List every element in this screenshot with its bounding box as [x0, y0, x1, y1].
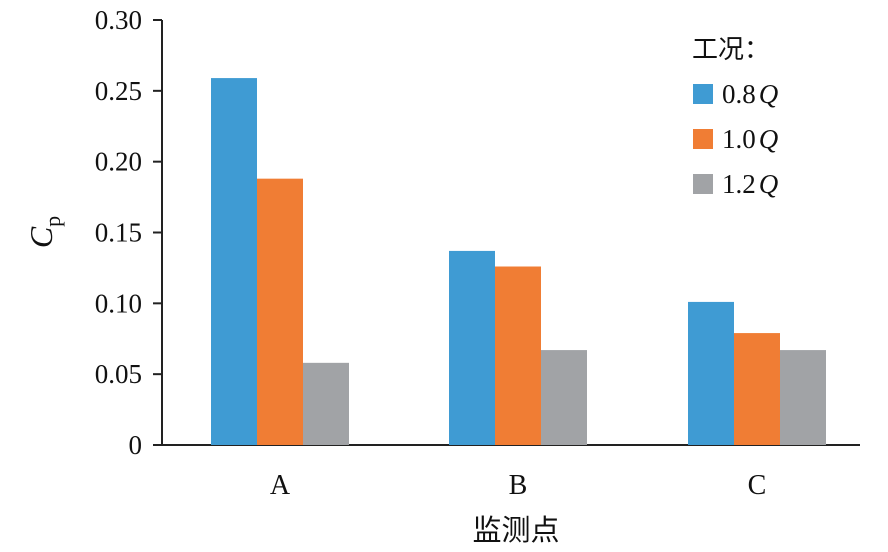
bar-A-1	[211, 78, 257, 445]
y-axis-label: Cp	[23, 216, 65, 248]
y-tick-label: 0.15	[95, 218, 142, 248]
bars	[211, 78, 826, 445]
y-tick-label: 0.05	[95, 359, 142, 389]
x-category-label: A	[270, 470, 291, 501]
bar-B-3	[541, 350, 587, 445]
x-axis-label: 监测点	[472, 513, 559, 547]
x-axis-categories: A B C	[270, 470, 766, 501]
bar-B-2	[495, 266, 541, 445]
bar-C-3	[780, 350, 826, 445]
y-axis-label-subscript: p	[40, 216, 65, 227]
legend-swatch-2	[693, 129, 713, 149]
legend: 工况： 0.8 Q 1.0 Q 1.2 Q	[692, 35, 778, 199]
y-tick-label: 0.20	[95, 147, 142, 177]
y-tick-label: 0	[129, 430, 143, 460]
legend-entry-1: 0.8 Q	[722, 79, 778, 109]
y-tick-label: 0.10	[95, 288, 142, 318]
x-category-label: C	[748, 470, 767, 501]
bar-C-1	[688, 301, 734, 445]
legend-title: 工况：	[692, 35, 770, 65]
legend-swatch-1	[693, 84, 713, 104]
legend-swatch-3	[693, 174, 713, 194]
bar-A-3	[303, 362, 349, 445]
x-category-label: B	[509, 470, 528, 501]
y-axis-ticks: 0 0.05 0.10 0.15 0.20 0.25 0.30	[95, 5, 162, 460]
legend-entry-2: 1.0 Q	[722, 124, 778, 154]
y-axis-label-main: C	[23, 226, 59, 248]
bar-A-2	[257, 178, 303, 445]
bar-B-1	[449, 250, 495, 445]
y-tick-label: 0.25	[95, 76, 142, 106]
bar-C-2	[734, 333, 780, 445]
y-tick-label: 0.30	[95, 5, 142, 35]
legend-entry-3: 1.2 Q	[722, 169, 778, 199]
